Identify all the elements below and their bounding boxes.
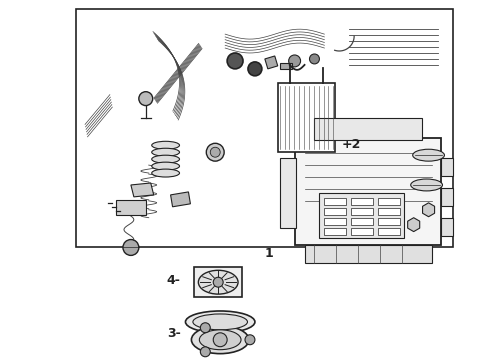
Bar xyxy=(280,63,292,69)
Ellipse shape xyxy=(152,148,179,156)
Circle shape xyxy=(210,147,220,157)
Polygon shape xyxy=(171,192,191,207)
Circle shape xyxy=(227,53,243,69)
Bar xyxy=(351,208,373,215)
Bar xyxy=(278,83,335,152)
Ellipse shape xyxy=(413,149,444,161)
Ellipse shape xyxy=(199,330,241,350)
Bar xyxy=(76,9,453,247)
Text: 3-: 3- xyxy=(167,327,180,340)
Ellipse shape xyxy=(185,311,255,333)
Bar xyxy=(441,188,453,206)
Bar xyxy=(441,158,453,176)
Text: +2: +2 xyxy=(341,138,361,151)
Bar xyxy=(195,267,242,297)
Circle shape xyxy=(310,54,319,64)
Circle shape xyxy=(200,347,210,357)
Polygon shape xyxy=(265,56,278,69)
Circle shape xyxy=(289,55,300,67)
Ellipse shape xyxy=(152,162,179,170)
Bar xyxy=(315,118,421,140)
Polygon shape xyxy=(408,218,420,231)
Bar xyxy=(294,138,441,246)
Ellipse shape xyxy=(152,141,179,149)
Ellipse shape xyxy=(193,314,247,330)
Bar xyxy=(351,218,373,225)
Ellipse shape xyxy=(411,179,442,191)
Polygon shape xyxy=(422,203,435,217)
Circle shape xyxy=(123,239,139,255)
Bar xyxy=(305,246,432,264)
Polygon shape xyxy=(131,183,154,197)
Bar xyxy=(324,228,346,235)
Circle shape xyxy=(139,92,153,105)
Ellipse shape xyxy=(152,155,179,163)
Circle shape xyxy=(206,143,224,161)
Bar xyxy=(116,200,146,215)
Bar xyxy=(378,218,400,225)
Bar xyxy=(324,198,346,205)
Bar xyxy=(280,158,295,228)
Bar xyxy=(319,193,404,238)
Bar xyxy=(351,228,373,235)
Circle shape xyxy=(200,323,210,333)
Text: 4-: 4- xyxy=(167,274,180,287)
Ellipse shape xyxy=(152,169,179,177)
Ellipse shape xyxy=(198,270,238,294)
Ellipse shape xyxy=(192,326,249,354)
Bar xyxy=(324,208,346,215)
Circle shape xyxy=(245,335,255,345)
Bar xyxy=(378,198,400,205)
Circle shape xyxy=(213,277,223,287)
Circle shape xyxy=(248,62,262,76)
Bar xyxy=(378,228,400,235)
Bar xyxy=(441,218,453,235)
Circle shape xyxy=(213,333,227,347)
Text: 1: 1 xyxy=(265,247,273,260)
Bar xyxy=(378,208,400,215)
Bar xyxy=(324,218,346,225)
Bar xyxy=(351,198,373,205)
